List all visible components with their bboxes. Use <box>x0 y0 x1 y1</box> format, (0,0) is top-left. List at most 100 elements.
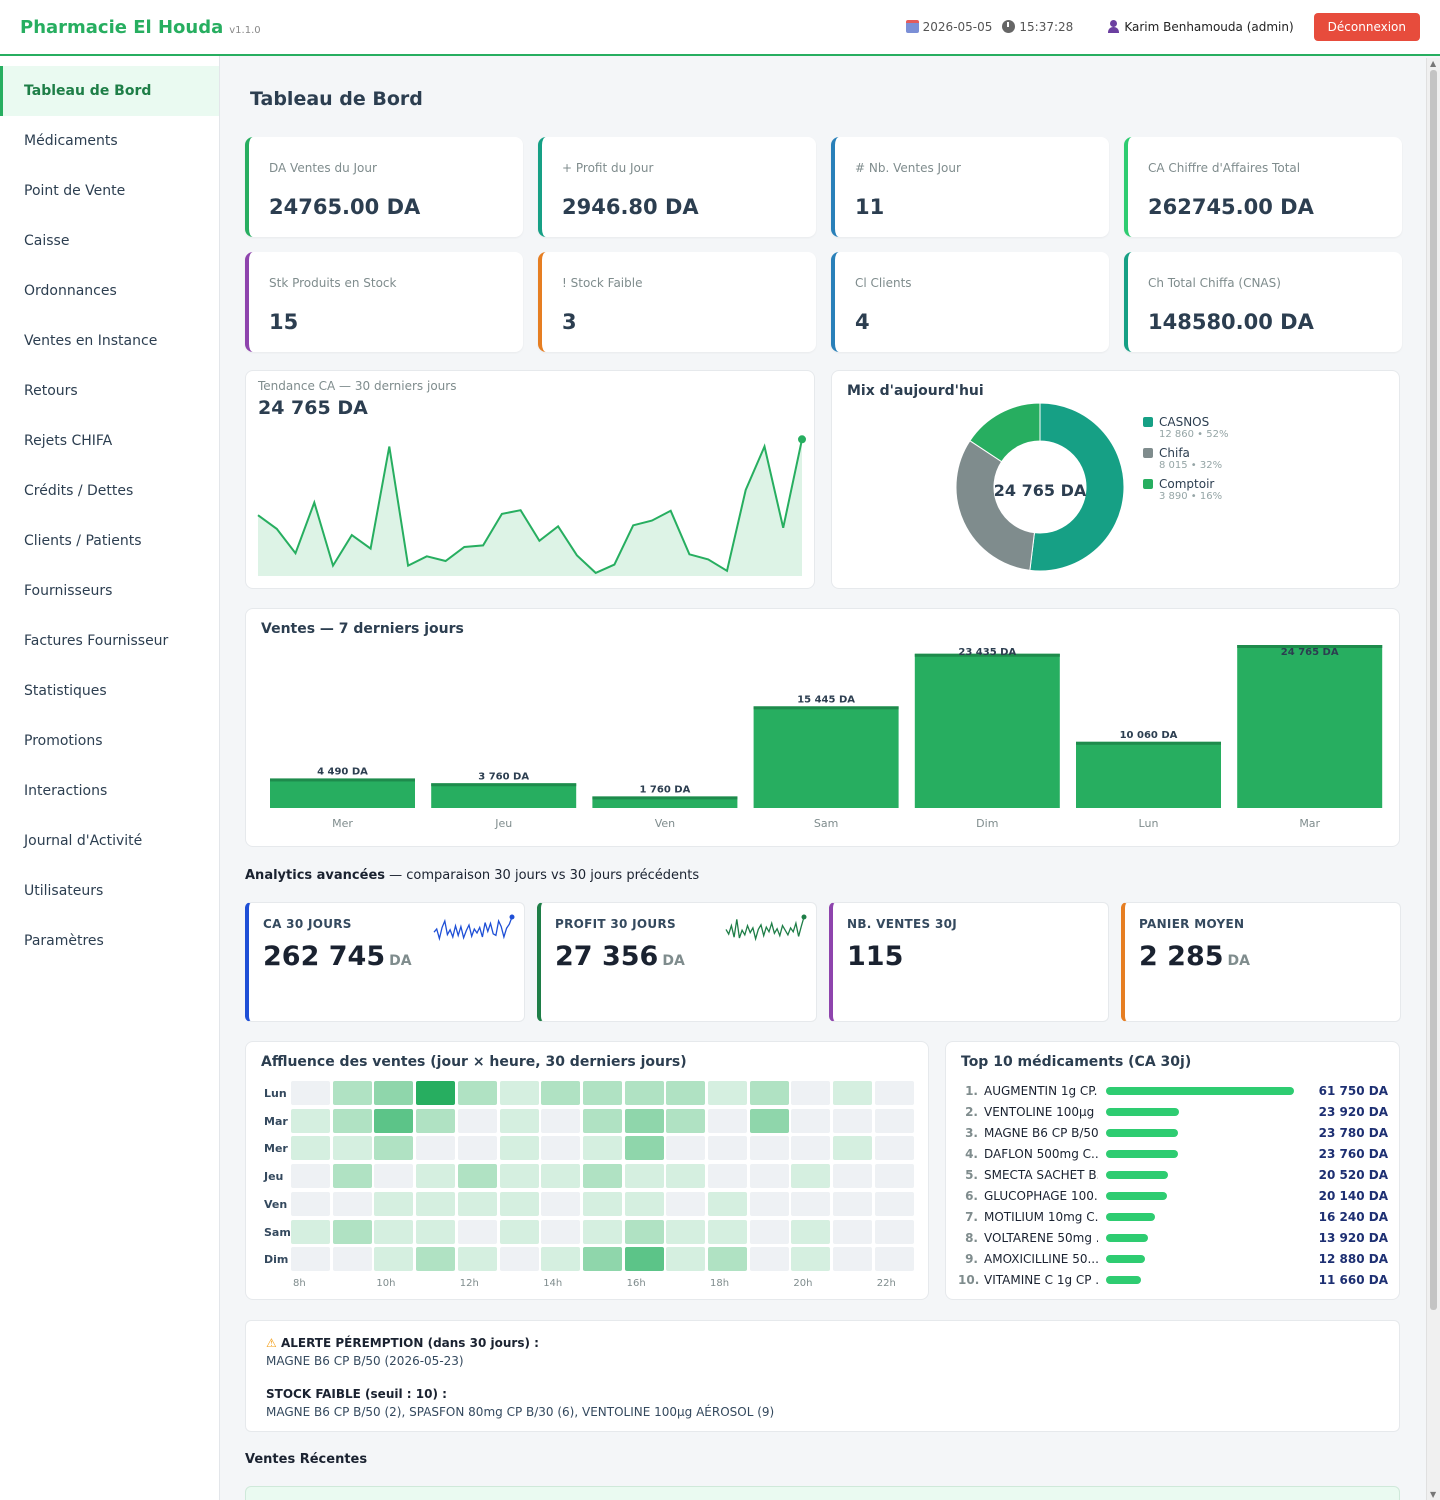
sidebar-item-rejets-chifa[interactable]: Rejets CHIFA <box>24 433 113 449</box>
heatmap-cell[interactable] <box>541 1191 581 1216</box>
bar-mer[interactable] <box>270 778 415 808</box>
heatmap-cell[interactable] <box>541 1108 581 1133</box>
heatmap-cell[interactable] <box>666 1136 706 1161</box>
heatmap-cell[interactable] <box>291 1219 330 1244</box>
heatmap-cell[interactable] <box>416 1136 456 1161</box>
heatmap-cell[interactable] <box>582 1081 622 1105</box>
heatmap-cell[interactable] <box>833 1191 873 1216</box>
heatmap-cell[interactable] <box>332 1191 372 1216</box>
donut-slice-casnos[interactable] <box>1029 402 1125 572</box>
main-scrollbar[interactable]: ▲ ▼ <box>1426 58 1440 1500</box>
heatmap-cell[interactable] <box>541 1081 581 1105</box>
heatmap-cell[interactable] <box>291 1136 330 1161</box>
heatmap-cell[interactable] <box>833 1219 873 1244</box>
heatmap-cell[interactable] <box>791 1081 831 1105</box>
donut-slice-comptoir[interactable] <box>969 402 1041 463</box>
heatmap-cell[interactable] <box>666 1164 706 1189</box>
heatmap-cell[interactable] <box>749 1136 789 1161</box>
bar-ven[interactable] <box>592 796 738 808</box>
heatmap-cell[interactable] <box>374 1191 414 1216</box>
heatmap-cell[interactable] <box>499 1108 539 1133</box>
top10-row[interactable]: 1. AUGMENTIN 1g CP... 61 750 DA <box>958 1080 1388 1101</box>
sidebar-item-tableau-de-bord[interactable]: Tableau de Bord <box>0 66 219 116</box>
heatmap-cell[interactable] <box>457 1081 497 1105</box>
top10-row[interactable]: 5. SMECTA SACHET B... 20 520 DA <box>958 1164 1388 1185</box>
heatmap-cell[interactable] <box>374 1164 414 1189</box>
heatmap-cell[interactable] <box>666 1247 706 1272</box>
heatmap-cell[interactable] <box>499 1219 539 1244</box>
heatmap-cell[interactable] <box>749 1108 789 1133</box>
heatmap-cell[interactable] <box>291 1247 330 1272</box>
heatmap-cell[interactable] <box>708 1108 747 1133</box>
heatmap-cell[interactable] <box>791 1136 831 1161</box>
scrollbar-thumb[interactable] <box>1430 70 1437 1310</box>
heatmap-cell[interactable] <box>624 1136 664 1161</box>
heatmap-cell[interactable] <box>499 1191 539 1216</box>
sidebar-item-ordonnances[interactable]: Ordonnances <box>24 283 117 299</box>
heatmap-cell[interactable] <box>332 1108 372 1133</box>
heatmap-cell[interactable] <box>833 1247 873 1272</box>
heatmap-cell[interactable] <box>833 1164 873 1189</box>
heatmap-cell[interactable] <box>624 1164 664 1189</box>
heatmap-cell[interactable] <box>791 1164 831 1189</box>
bar-sam[interactable] <box>753 706 899 808</box>
heatmap-cell[interactable] <box>833 1108 873 1133</box>
sidebar-item-promotions[interactable]: Promotions <box>24 733 103 749</box>
donut-slice-chifa[interactable] <box>955 440 1035 571</box>
sidebar-item-retours[interactable]: Retours <box>24 383 78 399</box>
heatmap-cell[interactable] <box>791 1108 831 1133</box>
sidebar-item-statistiques[interactable]: Statistiques <box>24 683 107 699</box>
sidebar-item-utilisateurs[interactable]: Utilisateurs <box>24 883 104 899</box>
sidebar-item-parametres[interactable]: Paramètres <box>24 933 104 949</box>
heatmap-cell[interactable] <box>499 1136 539 1161</box>
bar-lun[interactable] <box>1076 741 1221 808</box>
heatmap-cell[interactable] <box>457 1108 497 1133</box>
heatmap-cell[interactable] <box>582 1136 622 1161</box>
heatmap-cell[interactable] <box>666 1219 706 1244</box>
heatmap-cell[interactable] <box>332 1247 372 1272</box>
heatmap-cell[interactable] <box>582 1219 622 1244</box>
heatmap-cell[interactable] <box>708 1136 747 1161</box>
heatmap-cell[interactable] <box>416 1081 456 1105</box>
heatmap-cell[interactable] <box>833 1081 873 1105</box>
heatmap-cell[interactable] <box>374 1108 414 1133</box>
heatmap-cell[interactable] <box>791 1191 831 1216</box>
heatmap-cell[interactable] <box>416 1164 456 1189</box>
heatmap-cell[interactable] <box>499 1081 539 1105</box>
heatmap-cell[interactable] <box>874 1247 914 1272</box>
top10-row[interactable]: 4. DAFLON 500mg C... 23 760 DA <box>958 1143 1388 1164</box>
heatmap-cell[interactable] <box>874 1219 914 1244</box>
heatmap-cell[interactable] <box>457 1164 497 1189</box>
bar-jeu[interactable] <box>431 783 577 808</box>
heatmap-cell[interactable] <box>874 1191 914 1216</box>
heatmap-cell[interactable] <box>749 1164 789 1189</box>
top10-row[interactable]: 9. AMOXICILLINE 50... 12 880 DA <box>958 1248 1388 1269</box>
heatmap-cell[interactable] <box>332 1081 372 1105</box>
bar-mar[interactable] <box>1237 645 1383 808</box>
heatmap-cell[interactable] <box>708 1081 747 1105</box>
sidebar-item-journal-d-activite[interactable]: Journal d'Activité <box>24 833 143 849</box>
sidebar-item-medicaments[interactable]: Médicaments <box>24 133 118 149</box>
heatmap-cell[interactable] <box>874 1108 914 1133</box>
heatmap-cell[interactable] <box>874 1136 914 1161</box>
heatmap-cell[interactable] <box>582 1247 622 1272</box>
heatmap-cell[interactable] <box>416 1191 456 1216</box>
heatmap-cell[interactable] <box>624 1081 664 1105</box>
heatmap-cell[interactable] <box>749 1191 789 1216</box>
heatmap-cell[interactable] <box>374 1081 414 1105</box>
sidebar-item-caisse[interactable]: Caisse <box>24 233 70 249</box>
sidebar-item-point-de-vente[interactable]: Point de Vente <box>24 183 126 199</box>
scroll-down-arrow[interactable]: ▼ <box>1430 1490 1437 1499</box>
heatmap-cell[interactable] <box>332 1136 372 1161</box>
heatmap-cell[interactable] <box>708 1219 747 1244</box>
scroll-up-arrow[interactable]: ▲ <box>1430 59 1437 68</box>
bar-dim[interactable] <box>914 653 1060 808</box>
top10-row[interactable]: 3. MAGNE B6 CP B/50 23 780 DA <box>958 1122 1388 1143</box>
heatmap-cell[interactable] <box>708 1164 747 1189</box>
heatmap-cell[interactable] <box>624 1247 664 1272</box>
heatmap-cell[interactable] <box>291 1191 330 1216</box>
sidebar-item-interactions[interactable]: Interactions <box>24 783 108 799</box>
heatmap-cell[interactable] <box>791 1219 831 1244</box>
heatmap-cell[interactable] <box>624 1108 664 1133</box>
heatmap-cell[interactable] <box>457 1136 497 1161</box>
